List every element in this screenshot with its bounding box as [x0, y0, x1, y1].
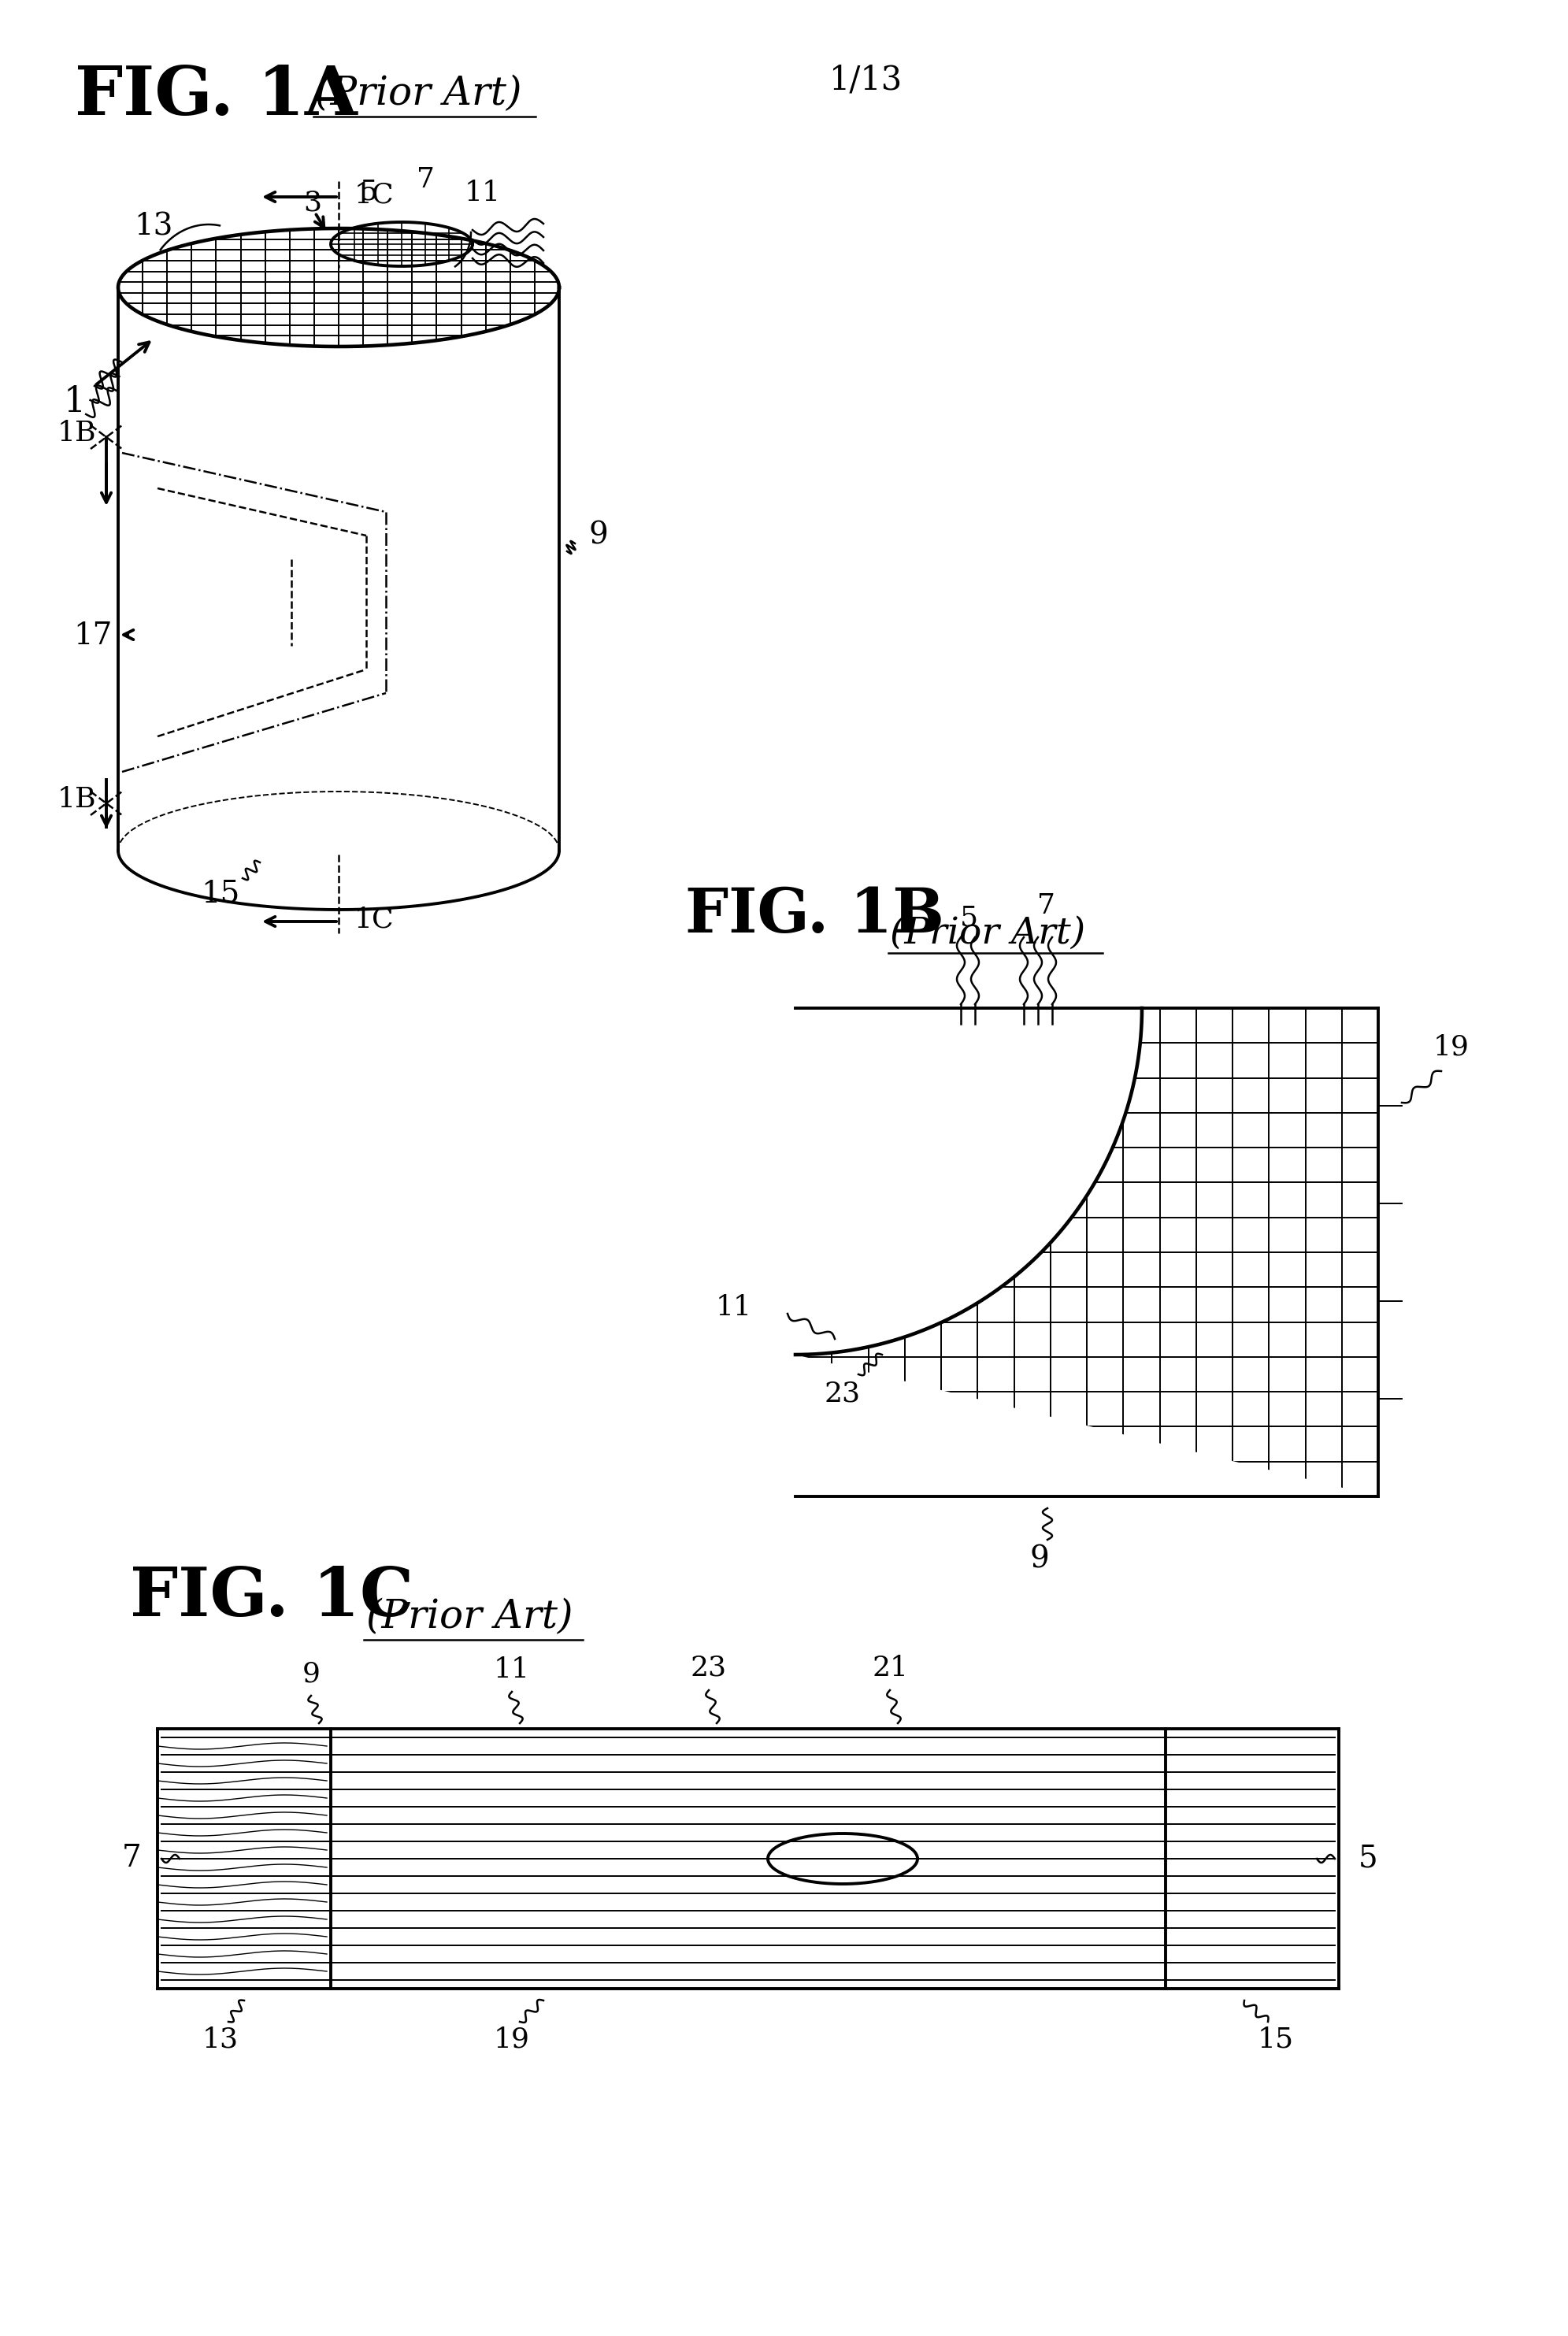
Text: 21: 21 [872, 1654, 908, 1682]
Text: 11: 11 [717, 1294, 753, 1320]
Text: 1B: 1B [56, 785, 96, 813]
Text: 19: 19 [494, 2025, 530, 2053]
Text: (Prior Art): (Prior Art) [891, 916, 1085, 951]
Text: 15: 15 [1258, 2025, 1294, 2053]
Text: 7: 7 [122, 1843, 141, 1873]
Text: 11: 11 [494, 1656, 530, 1682]
Text: 17: 17 [74, 621, 113, 652]
Text: 1/13: 1/13 [829, 63, 903, 96]
Text: FIG. 1A: FIG. 1A [75, 63, 358, 128]
Text: 23: 23 [825, 1381, 861, 1406]
Text: 3: 3 [304, 189, 321, 217]
Text: 1: 1 [64, 385, 86, 418]
Text: 7: 7 [416, 166, 434, 194]
Text: 19: 19 [1433, 1035, 1469, 1061]
Text: 1B: 1B [56, 420, 96, 446]
Text: 13: 13 [135, 213, 172, 241]
Text: FIG. 1C: FIG. 1C [130, 1565, 414, 1631]
Text: 9: 9 [590, 521, 608, 551]
Text: 9: 9 [1030, 1544, 1049, 1574]
Text: FIG. 1B: FIG. 1B [685, 885, 944, 946]
Text: 1C: 1C [354, 906, 394, 934]
Text: 15: 15 [201, 878, 240, 909]
Text: 11: 11 [464, 180, 500, 206]
Text: (Prior Art): (Prior Art) [367, 1598, 572, 1638]
Text: 5: 5 [1358, 1843, 1378, 1873]
Text: 13: 13 [202, 2025, 238, 2053]
Text: 5: 5 [960, 904, 978, 932]
Text: 5: 5 [359, 178, 378, 206]
Text: (Prior Art): (Prior Art) [315, 75, 522, 114]
Text: 1C: 1C [354, 182, 394, 208]
Text: 7: 7 [1036, 892, 1055, 918]
Text: 9: 9 [303, 1661, 320, 1687]
Text: 23: 23 [690, 1654, 728, 1682]
